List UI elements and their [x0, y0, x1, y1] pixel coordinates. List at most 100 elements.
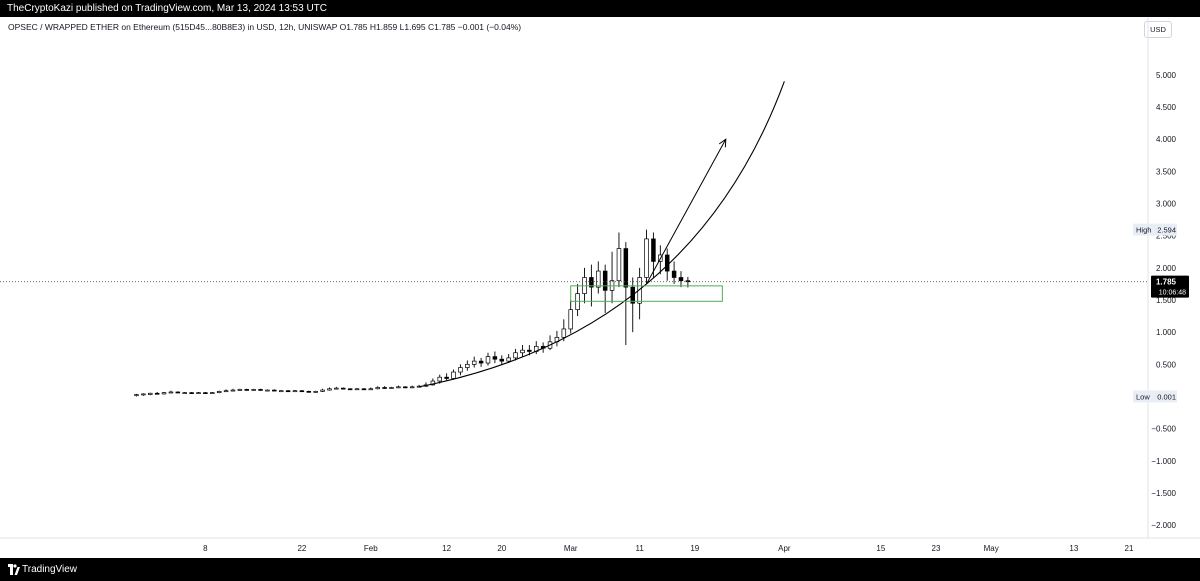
candle-body [306, 390, 312, 393]
high-label-value: 2.594 [1157, 226, 1176, 235]
candle-body [444, 376, 449, 379]
candle-body [623, 248, 629, 288]
y-tick-label: 2.000 [1156, 264, 1177, 273]
candle-body [644, 238, 649, 278]
candle-body [278, 390, 284, 393]
price-labels: High 2.594 Low 0.001 1.785 10:06:48 [1133, 223, 1189, 403]
candle-body [458, 367, 463, 373]
candle-body [210, 392, 215, 394]
candle-body [168, 391, 174, 394]
y-tick-label: 3.000 [1156, 200, 1177, 209]
last-price-value: 1.785 [1156, 278, 1177, 287]
projection-arrow-head [718, 138, 727, 148]
candle-body [527, 349, 532, 352]
candle-body [313, 390, 318, 393]
candle-body [320, 389, 325, 392]
candle-body [327, 388, 332, 391]
candle-body [341, 387, 346, 390]
candle-body [354, 388, 360, 391]
candle-body [520, 349, 525, 354]
currency-button[interactable]: USD [1144, 21, 1172, 38]
candle-body [437, 376, 442, 382]
candle-body [196, 392, 201, 394]
candle-body [678, 277, 684, 282]
candle-body [616, 248, 622, 282]
publish-info: TheCryptoKazi published on TradingView.c… [7, 3, 327, 14]
chart-panel[interactable]: OPSEC / WRAPPED ETHER on Ethereum (515D4… [0, 17, 1200, 558]
x-tick-label: May [984, 544, 999, 553]
footer-bar: TradingView [0, 558, 1200, 581]
candle-body [499, 358, 505, 362]
candle-body [492, 356, 498, 360]
publish-bar: TheCryptoKazi published on TradingView.c… [0, 0, 1200, 17]
candle-body [389, 387, 394, 389]
candle-body [285, 390, 291, 393]
candle-body [148, 392, 153, 395]
candle-body [368, 388, 374, 391]
candle-body [134, 394, 139, 396]
x-tick-label: 22 [297, 544, 306, 553]
candle-body [561, 328, 567, 338]
candle-body [451, 371, 456, 379]
tradingview-logo-icon [8, 564, 20, 575]
high-label-title: High [1136, 226, 1151, 235]
x-tick-label: 12 [442, 544, 451, 553]
candle-body [203, 392, 208, 394]
low-label-bg [1133, 390, 1177, 403]
candle-body [513, 352, 518, 359]
candle-body [265, 389, 270, 392]
candle-body [230, 389, 236, 392]
candle-body [154, 392, 160, 395]
candle-body [189, 392, 194, 394]
candle-body [430, 380, 436, 386]
x-axis: 8 22 Feb 12 20 Mar 11 19 Apr 15 23 May 13 21 [0, 537, 1200, 553]
candle-body [347, 388, 353, 391]
candle-body [161, 392, 167, 395]
candle-body [299, 390, 305, 393]
x-tick-label: 23 [932, 544, 941, 553]
candle-body [237, 389, 243, 391]
y-tick-label: 1.000 [1156, 328, 1177, 337]
candle-body [141, 393, 146, 396]
candle-body [403, 386, 408, 389]
x-tick-label: 11 [635, 544, 644, 553]
candle-body [506, 357, 511, 362]
y-tick-label: −1.000 [1151, 457, 1176, 466]
candle-body [251, 389, 256, 391]
support-zone [570, 285, 723, 302]
x-tick-label: Mar [564, 544, 578, 553]
candle-body [216, 390, 222, 393]
y-tick-label: 4.500 [1156, 103, 1177, 112]
y-tick-label: 0.500 [1156, 360, 1177, 369]
candle-body [361, 388, 367, 391]
x-tick-label: 20 [497, 544, 506, 553]
price-chart[interactable]: 5.000 4.500 4.000 3.500 3.000 2.500 2.000 1.500… [0, 17, 1200, 558]
candle-body [664, 254, 670, 272]
x-tick-label: 8 [203, 544, 208, 553]
candle-body [651, 238, 656, 262]
candle-body [175, 391, 181, 394]
y-tick-label: 4.000 [1156, 135, 1177, 144]
high-label-bg [1133, 223, 1177, 236]
candle-body [589, 277, 594, 288]
low-label-title: Low [1136, 392, 1150, 401]
candle-body [182, 392, 187, 394]
y-tick-label: −2.000 [1151, 521, 1176, 530]
candle-body [471, 360, 477, 365]
candle-body [244, 389, 250, 391]
candle-body [382, 387, 387, 389]
candle-body [272, 389, 277, 392]
tradingview-brand: TradingView [22, 564, 78, 575]
candle-body [485, 356, 491, 364]
candle-body [292, 390, 298, 393]
x-tick-label: 21 [1125, 544, 1134, 553]
x-tick-label: 15 [876, 544, 885, 553]
candle-body [223, 390, 229, 393]
candle-body [396, 386, 401, 389]
candle-body [596, 270, 601, 288]
x-tick-label: 13 [1069, 544, 1078, 553]
y-tick-label: −1.500 [1151, 489, 1176, 498]
candle-body [258, 389, 263, 391]
candle-body [478, 360, 484, 364]
y-tick-label: 5.000 [1156, 71, 1177, 80]
